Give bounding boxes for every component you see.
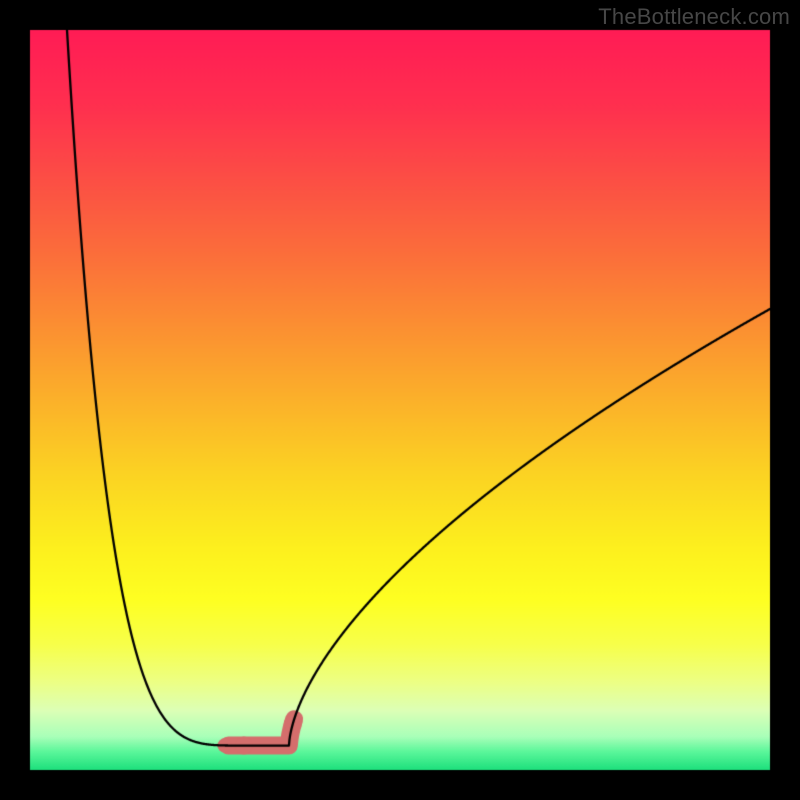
bottleneck-chart-canvas (0, 0, 800, 800)
watermark-text: TheBottleneck.com (598, 4, 790, 30)
chart-stage: TheBottleneck.com (0, 0, 800, 800)
